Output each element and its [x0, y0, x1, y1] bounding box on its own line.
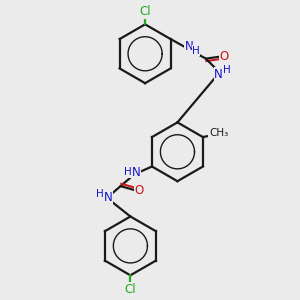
Text: Cl: Cl	[124, 283, 136, 296]
Text: Cl: Cl	[139, 5, 151, 18]
Text: H: H	[124, 167, 131, 177]
Text: CH₃: CH₃	[209, 128, 228, 138]
Text: H: H	[223, 65, 230, 75]
Text: H: H	[192, 46, 200, 56]
Text: O: O	[220, 50, 229, 63]
Text: H: H	[96, 189, 104, 199]
Text: N: N	[132, 166, 141, 179]
Text: N: N	[185, 40, 194, 53]
Text: N: N	[214, 68, 223, 81]
Text: O: O	[135, 184, 144, 196]
Text: N: N	[103, 191, 112, 204]
